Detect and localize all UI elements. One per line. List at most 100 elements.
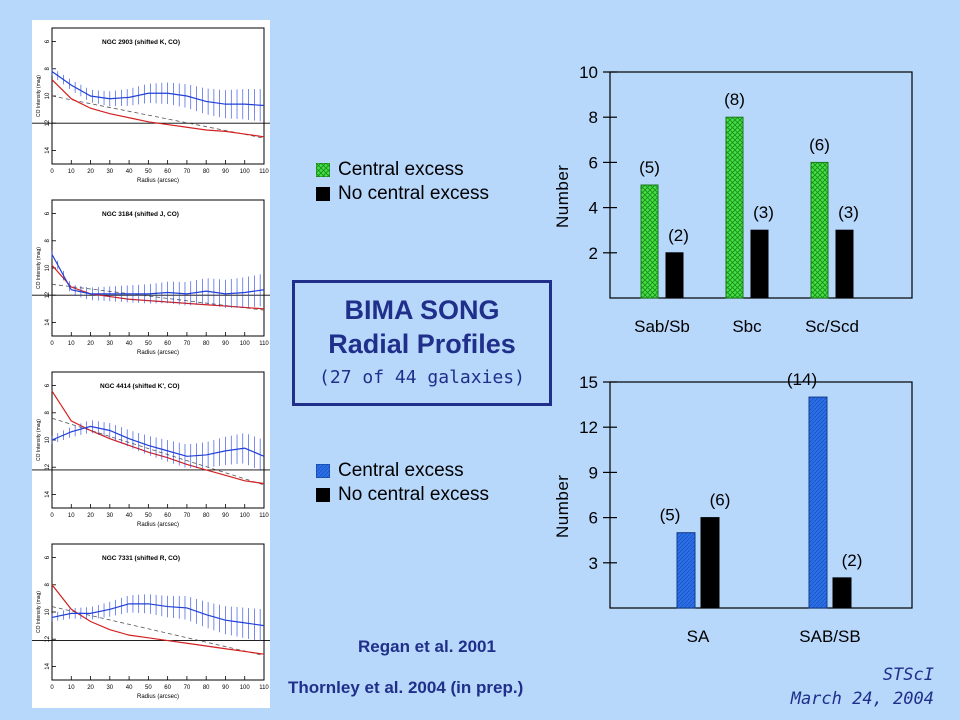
plot-frame (609, 381, 913, 609)
x-category-label: Sc/Scd (805, 317, 859, 336)
profile-y-tick-label: 8 (45, 66, 51, 70)
red-profile-curve (51, 79, 265, 138)
profile-x-tick-label: 10 (68, 341, 75, 347)
profile-x-tick-label: 20 (87, 169, 94, 175)
stamp: STScI March 24, 2004 (791, 663, 934, 711)
bar-data-label: (3) (838, 203, 859, 222)
y-tick-label: 6 (589, 153, 598, 172)
profile-x-tick-label: 60 (164, 685, 171, 691)
stamp-date: March 24, 2004 (790, 689, 934, 709)
legend-item: Central excess (316, 158, 489, 182)
profile-y-label: CO Intensity (mag) (36, 75, 42, 117)
profile-x-tick-label: 30 (106, 685, 113, 691)
y-tick-label: 3 (589, 554, 598, 573)
bar (725, 116, 744, 299)
bar-type-bar-chart: 3 6 9 12 15 Number (5) (6) SA (14) (2) SAB/SB (553, 370, 913, 646)
profile-x-tick-label: 100 (240, 169, 251, 175)
bar-data-label: (2) (842, 551, 863, 570)
profile-y-tick-label: 10 (45, 608, 51, 615)
profile-x-label: Radius (arcsec) (137, 178, 179, 184)
profile-x-tick-label: 90 (222, 169, 229, 175)
profile-x-tick-label: 70 (184, 685, 191, 691)
bar-data-label: (5) (660, 506, 681, 525)
credit-thornley: Thornley et al. 2004 (in prep.) (288, 678, 524, 697)
blue-profile-curve (51, 425, 265, 457)
bar (665, 252, 684, 299)
x-category-label: SA (687, 627, 710, 646)
y-tick-label: 6 (589, 509, 598, 528)
credit-regan: Regan et al. 2001 (358, 637, 496, 656)
bar (700, 517, 720, 609)
y-tick-label: 2 (589, 244, 598, 263)
legend-label: Central excess (338, 159, 464, 180)
profile-x-tick-label: 110 (259, 685, 269, 691)
profile-x-tick-label: 70 (184, 513, 191, 519)
profile-x-tick-label: 20 (87, 513, 94, 519)
blue-profile-curve (51, 254, 265, 295)
profile-y-tick-label: 10 (45, 264, 51, 271)
fit-line (51, 606, 265, 656)
profile-y-tick-label: 6 (45, 39, 51, 43)
red-profile-curve (51, 390, 265, 485)
profile-frame (51, 371, 265, 509)
profile-x-tick-label: 60 (164, 169, 171, 175)
profile-galaxy-label: NGC 7331 (shifted R, CO) (102, 555, 180, 562)
profile-x-label: Radius (arcsec) (137, 522, 179, 528)
y-tick-label: 12 (579, 418, 598, 437)
central-excess-swatch-green (316, 163, 330, 177)
profile-x-tick-label: 100 (240, 341, 251, 347)
blue-profile-curve (51, 603, 265, 627)
profile-y-label: CO Intensity (mag) (36, 247, 42, 289)
no-central-excess-swatch (316, 187, 330, 201)
profile-x-tick-label: 50 (145, 513, 152, 519)
legend-bar-type: Central excess No central excess (316, 459, 489, 507)
bar-data-label: (2) (668, 226, 689, 245)
bar-data-label: (8) (724, 90, 745, 109)
profile-galaxy-label: NGC 2903 (shifted K, CO) (102, 39, 180, 46)
red-profile-curve (51, 584, 265, 655)
bar (835, 229, 854, 299)
x-category-label: SAB/SB (799, 627, 860, 646)
legend-morphology: Central excess No central excess (316, 158, 489, 206)
profile-galaxy-label: NGC 4414 (shifted K', CO) (100, 383, 180, 390)
profile-x-tick-label: 110 (259, 341, 269, 347)
profile-x-tick-label: 0 (50, 169, 54, 175)
profile-y-tick-label: 6 (45, 211, 51, 215)
bar-data-label: (6) (809, 135, 830, 154)
profile-panel-2: 6 8 10 12 14 CO Intensity (mag) 0 10 20 30 40 50 60 7… (32, 192, 270, 364)
profile-panel-4: 6 8 10 12 14 CO Intensity (mag) 0 10 20 30 40 50 60 7… (32, 536, 270, 708)
legend-item: No central excess (316, 182, 489, 206)
title-subtitle: (27 of 44 galaxies) (319, 367, 525, 388)
profile-x-tick-label: 50 (145, 685, 152, 691)
profile-x-tick-label: 30 (106, 513, 113, 519)
bar (676, 532, 696, 609)
profile-x-tick-label: 80 (203, 341, 210, 347)
profile-y-tick-label: 12 (45, 463, 51, 470)
title-line2: Radial Profiles (328, 329, 516, 359)
profile-x-tick-label: 60 (164, 513, 171, 519)
blue-profile-curve (51, 71, 265, 107)
y-tick-label: 10 (579, 63, 598, 82)
profile-x-tick-label: 0 (50, 341, 54, 347)
profile-x-label: Radius (arcsec) (137, 350, 179, 356)
profile-y-tick-label: 8 (45, 410, 51, 414)
profile-x-tick-label: 110 (259, 169, 269, 175)
x-category-label: Sbc (732, 317, 762, 336)
profile-frame (51, 199, 265, 337)
bar-data-label: (6) (710, 491, 731, 510)
bar (810, 161, 829, 299)
morphology-bar-chart: 2 4 6 8 10 Number (5) (2) Sab/Sb (8) (3) Sbc (6) (3) S… (553, 63, 913, 336)
profile-y-tick-label: 14 (45, 146, 51, 153)
bar (750, 229, 769, 299)
profile-y-tick-label: 12 (45, 635, 51, 642)
profile-x-tick-label: 90 (222, 513, 229, 519)
bar-data-label: (14) (787, 370, 817, 389)
profile-y-tick-label: 14 (45, 318, 51, 325)
no-central-excess-swatch (316, 488, 330, 502)
y-axis-label: Number (553, 165, 572, 228)
profile-frame (51, 27, 265, 165)
bar-data-label: (3) (753, 203, 774, 222)
